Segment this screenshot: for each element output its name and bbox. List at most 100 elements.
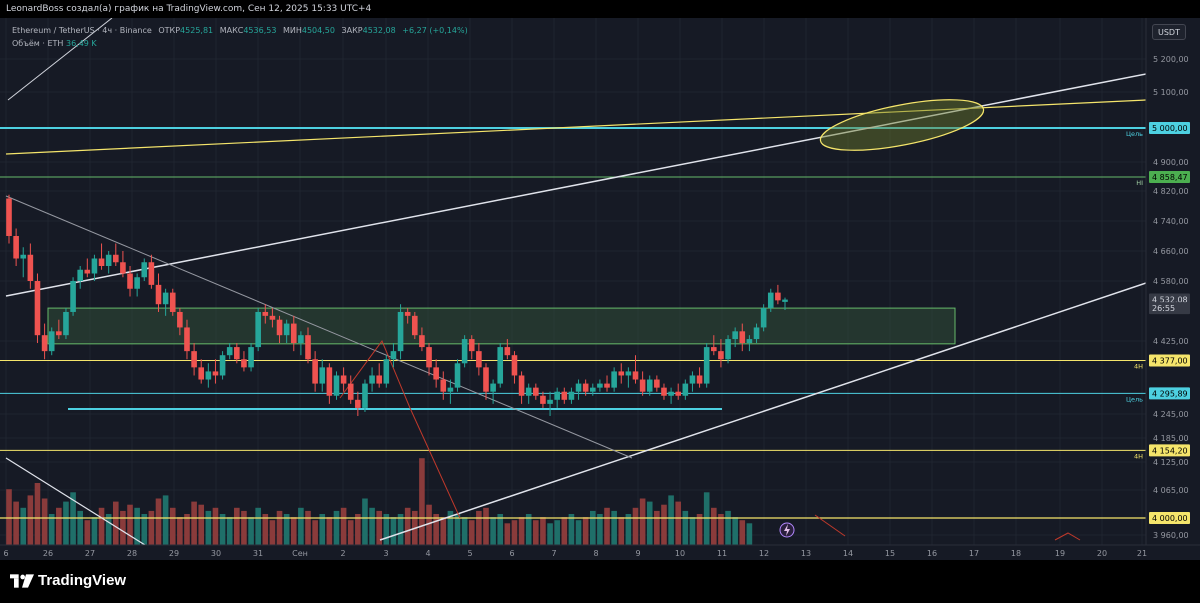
volume-bar (120, 510, 126, 545)
candle-body (689, 375, 696, 384)
volume-bar (162, 495, 169, 545)
brand-name: TradingView (38, 572, 127, 589)
price-tick-label: 4 740,00 (1153, 217, 1189, 226)
volume-bar (383, 514, 390, 545)
volume-bar (98, 507, 105, 545)
volume-bar (547, 523, 553, 545)
candle-body (362, 383, 368, 408)
time-tick-label: 17 (969, 549, 979, 558)
candle-body (525, 387, 532, 396)
candle-body (234, 347, 240, 360)
candle-body (91, 258, 98, 274)
price-tick-label: 4 065,00 (1153, 486, 1189, 495)
candle-body (440, 379, 447, 392)
tradingview-logo[interactable]: TradingView (10, 572, 126, 589)
volume-bar (689, 517, 696, 545)
candle-body (219, 355, 226, 376)
projection-mark (1054, 532, 1081, 541)
volume-bar (440, 517, 447, 545)
lightning-icon-glyph (784, 524, 790, 536)
volume-bar (696, 514, 703, 545)
candle-body (41, 335, 48, 352)
volume-bar (646, 501, 653, 545)
candle-body (112, 254, 119, 263)
price-label-bg (1149, 512, 1190, 524)
ohlc-legend: Ethereum / TetherUS · 4ч · Binance ОТКР4… (12, 26, 468, 35)
candle-body (753, 327, 760, 340)
time-tick-label: 8 (593, 549, 598, 558)
candle-body (120, 262, 126, 274)
chart-area[interactable]: 5 200,00 5 100,00 4 900,00 4 820,00 4 740,00… (0, 18, 1200, 560)
volume-bar (497, 514, 504, 545)
volume-bar (568, 514, 575, 545)
price-label: 5 000,00 (1152, 124, 1188, 133)
candlestick-chart[interactable]: 5 200,00 5 100,00 4 900,00 4 820,00 4 740,00… (0, 18, 1200, 560)
price-label-note: 4H (1134, 362, 1143, 370)
volume-bar (134, 507, 140, 545)
candle-body (646, 379, 653, 392)
price-axis (1146, 18, 1200, 545)
currency-button[interactable]: USDT (1152, 24, 1186, 40)
volume-bar (312, 520, 318, 545)
volume-bar (34, 483, 41, 545)
candle-body (782, 299, 788, 302)
yellow-trend-line (5, 99, 1147, 155)
volume-bar (525, 514, 532, 545)
price-tick-label: 4 580,00 (1153, 277, 1189, 286)
candle-body (390, 351, 397, 360)
time-tick-label: 14 (843, 549, 853, 558)
candle-body (696, 375, 703, 384)
candle-body (77, 269, 83, 281)
candle-body (319, 367, 326, 384)
candle-body (468, 339, 475, 352)
volume-label: Объём · ETH (12, 39, 64, 48)
time-tick-label: 13 (801, 549, 811, 558)
volume-bar (454, 514, 461, 545)
candle-body (105, 254, 112, 266)
time-tick-label: 26 (43, 549, 53, 558)
candle-body (533, 387, 539, 396)
volume-bar (362, 498, 368, 545)
price-tick-label: 4 245,00 (1153, 410, 1189, 419)
candle-body (98, 258, 105, 266)
volume-bar (369, 507, 375, 545)
price-label-note: Цель (1126, 130, 1143, 138)
candle-body (34, 281, 41, 336)
volume-bar (112, 501, 119, 545)
volume-bar (198, 504, 205, 545)
change-value: +6,27 (+0,14%) (402, 26, 468, 35)
price-label-bg (1149, 171, 1190, 184)
open-value: 4525,81 (180, 26, 214, 35)
volume-bar (661, 504, 667, 545)
volume-bar (241, 510, 247, 545)
price-tick-label: 3 960,00 (1153, 531, 1189, 540)
candle-body (333, 375, 340, 396)
volume-bar (205, 510, 212, 545)
candle-body (454, 363, 461, 388)
candle-body (447, 387, 454, 392)
candle-body (148, 262, 155, 285)
low-label: МИН (282, 26, 302, 35)
candle-body (127, 273, 133, 289)
candle-body (347, 383, 354, 400)
candle-body (611, 371, 617, 388)
volume-bar (397, 514, 404, 545)
time-tick-label: 21 (1137, 549, 1147, 558)
candle-body (155, 284, 162, 305)
time-tick-label: 2 (340, 549, 345, 558)
candle-body (48, 331, 55, 352)
volume-bar (91, 517, 98, 545)
time-tick-label: 20 (1097, 549, 1107, 558)
price-label: 26:55 (1152, 304, 1175, 313)
volume-bar (611, 510, 617, 545)
volume-bar (732, 517, 738, 545)
candle-body (141, 262, 148, 278)
volume-bar (20, 507, 27, 545)
volume-bar (191, 501, 197, 545)
volume-bar (234, 507, 240, 545)
volume-legend: Объём · ETH 36,49 K (12, 39, 97, 48)
candle-body (725, 339, 731, 360)
volume-bar (746, 523, 753, 545)
candle-body (597, 383, 603, 388)
candle-body (732, 331, 738, 340)
